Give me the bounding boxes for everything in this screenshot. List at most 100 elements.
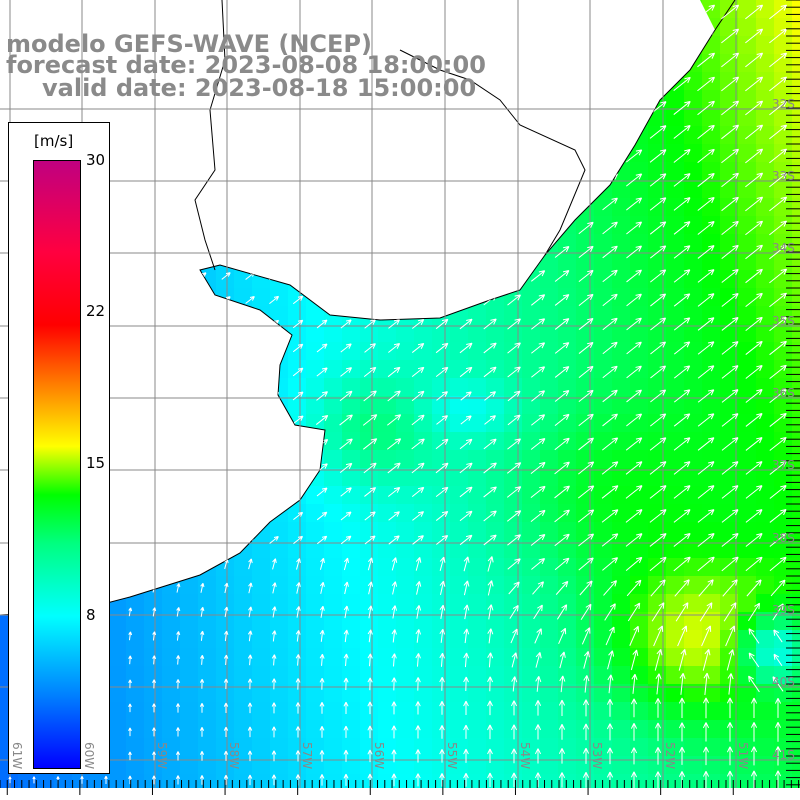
speed-cell (324, 612, 342, 630)
speed-cell (216, 396, 234, 414)
speed-cell (414, 324, 432, 342)
wind-arrow (745, 413, 763, 427)
speed-cell (756, 234, 774, 252)
speed-cell (774, 450, 792, 468)
speed-cell (450, 738, 468, 756)
speed-cell (648, 558, 666, 576)
wind-arrow (126, 440, 134, 448)
wind-arrow (316, 295, 328, 305)
wind-arrow (293, 511, 304, 521)
wind-arrow (626, 389, 642, 403)
speed-cell (666, 414, 684, 432)
wind-arrow (673, 197, 691, 211)
speed-cell (774, 432, 792, 450)
speed-cell (468, 738, 486, 756)
speed-cell (558, 234, 576, 252)
speed-cell (468, 414, 486, 432)
speed-cell (108, 648, 126, 666)
speed-cell (576, 126, 594, 144)
speed-cell (324, 198, 342, 216)
speed-cell (432, 0, 450, 18)
wind-arrow (606, 723, 614, 741)
speed-cell (612, 18, 630, 36)
wind-arrow (150, 344, 159, 352)
wind-arrow (269, 271, 280, 281)
speed-cell (126, 180, 144, 198)
wind-arrow (530, 534, 546, 546)
speed-cell (450, 414, 468, 432)
speed-cell (612, 234, 630, 252)
speed-cell (288, 432, 306, 450)
speed-cell (126, 234, 144, 252)
wind-arrow (459, 510, 473, 522)
wind-arrow (126, 248, 134, 256)
speed-cell (594, 432, 612, 450)
wind-arrow (435, 102, 449, 114)
wind-arrow (343, 581, 349, 595)
wind-arrow (439, 652, 445, 667)
speed-cell (378, 126, 396, 144)
speed-cell (414, 468, 432, 486)
wind-arrow (152, 775, 156, 785)
wind-arrow (745, 4, 764, 20)
wind-arrow (268, 127, 280, 137)
wind-arrow (625, 461, 643, 475)
wind-arrow (578, 557, 594, 571)
wind-arrow (626, 365, 642, 379)
speed-cell (792, 540, 800, 558)
speed-cell (792, 630, 800, 648)
speed-cell (378, 468, 396, 486)
wind-arrow (578, 293, 594, 306)
speed-cell (756, 558, 774, 576)
speed-cell (630, 558, 648, 576)
speed-cell (270, 198, 288, 216)
speed-cell (216, 378, 234, 396)
speed-cell (270, 0, 288, 18)
speed-cell (792, 702, 800, 720)
speed-cell (306, 0, 324, 18)
speed-cell (108, 180, 126, 198)
speed-cell (414, 576, 432, 594)
wind-arrow (388, 271, 401, 281)
wind-arrow (316, 127, 328, 137)
wind-arrow (721, 365, 739, 379)
wind-arrow (625, 5, 643, 19)
wind-arrow (316, 535, 328, 545)
speed-cell (378, 342, 396, 360)
wind-arrow (463, 604, 470, 620)
speed-cell (306, 396, 324, 414)
speed-cell (684, 774, 702, 788)
wind-arrow (316, 319, 328, 329)
wind-arrow (367, 701, 373, 715)
speed-cell (198, 216, 216, 234)
speed-cell (288, 468, 306, 486)
speed-cell (360, 738, 378, 756)
wind-arrow (774, 722, 782, 742)
speed-cell (468, 558, 486, 576)
wind-arrow (391, 701, 397, 715)
speed-cell (396, 396, 414, 414)
speed-cell (540, 468, 558, 486)
speed-cell (342, 450, 360, 468)
speed-cell (396, 684, 414, 702)
speed-cell (342, 270, 360, 288)
speed-cell (540, 756, 558, 774)
speed-cell (198, 450, 216, 468)
speed-cell (522, 630, 540, 648)
wind-arrow (343, 773, 349, 786)
speed-cell (684, 666, 702, 684)
speed-cell (126, 684, 144, 702)
speed-cell (702, 540, 720, 558)
speed-cell (252, 666, 270, 684)
speed-cell (522, 576, 540, 594)
wind-arrow (535, 652, 542, 668)
wind-arrow (340, 247, 352, 257)
speed-cell (360, 234, 378, 252)
speed-cell (108, 414, 126, 432)
speed-cell (324, 378, 342, 396)
wind-arrow (269, 295, 280, 305)
speed-cell (522, 0, 540, 18)
speed-cell (666, 108, 684, 126)
wind-arrow (603, 580, 617, 596)
wind-arrow (221, 248, 231, 256)
